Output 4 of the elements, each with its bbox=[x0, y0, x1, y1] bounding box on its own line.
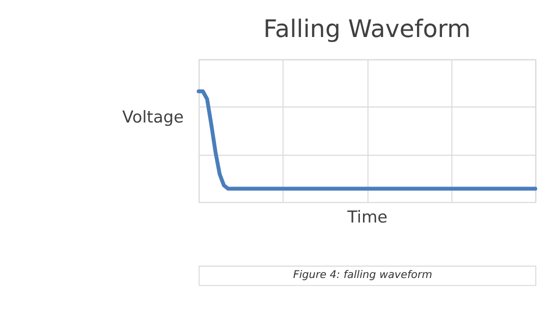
chart-title: Falling Waveform bbox=[263, 15, 471, 44]
y-axis-title: Voltage bbox=[122, 107, 184, 126]
x-axis-title: Time bbox=[346, 208, 388, 227]
caption: Figure 4: falling waveform bbox=[293, 269, 432, 282]
